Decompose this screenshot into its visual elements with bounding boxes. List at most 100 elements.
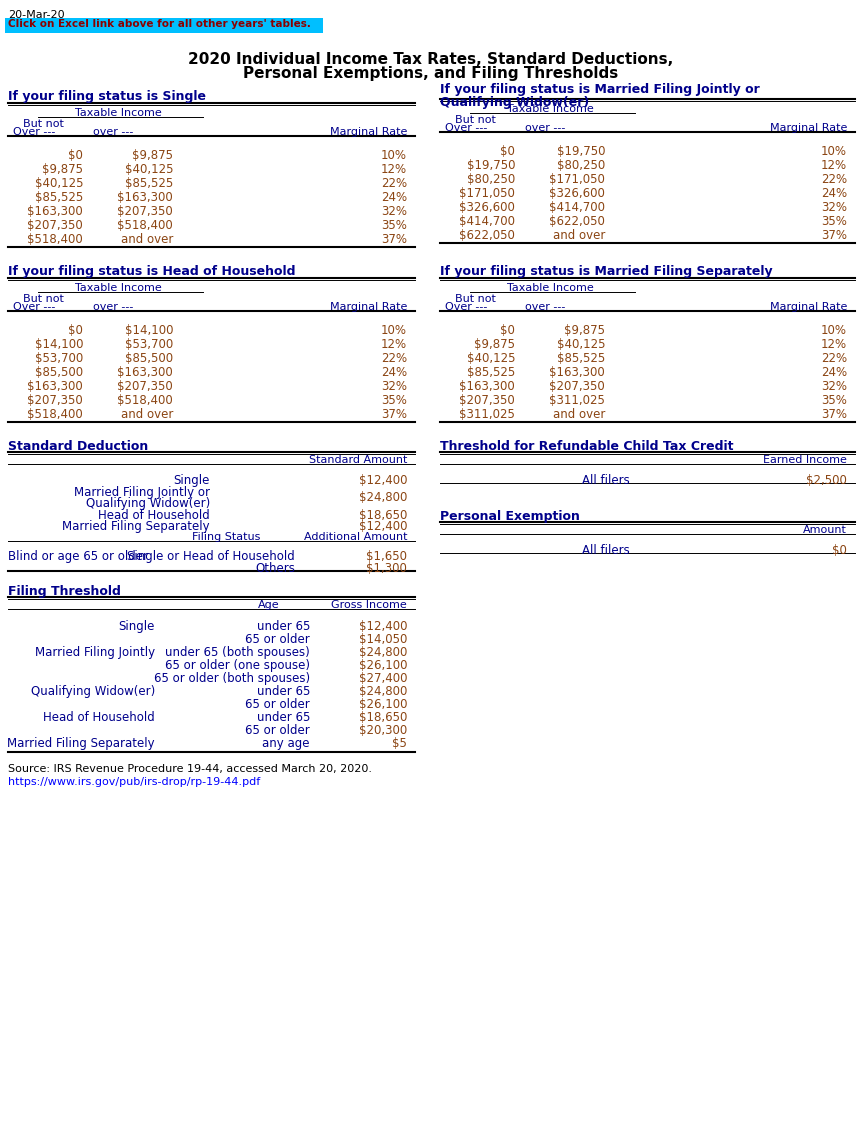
Text: Gross Income: Gross Income: [331, 600, 407, 610]
Text: $0: $0: [500, 145, 515, 158]
Text: Standard Deduction: Standard Deduction: [8, 440, 148, 453]
Text: Single or Head of Household: Single or Head of Household: [127, 550, 295, 563]
Text: 10%: 10%: [821, 324, 847, 338]
Text: $518,400: $518,400: [117, 394, 173, 408]
Text: 65 or older (one spouse): 65 or older (one spouse): [165, 659, 310, 672]
Text: $53,700: $53,700: [34, 352, 83, 365]
Text: and over: and over: [121, 408, 173, 421]
Text: any age: any age: [263, 737, 310, 750]
Text: Over ---: Over ---: [445, 123, 487, 133]
Text: 24%: 24%: [381, 191, 407, 204]
Text: If your filing status is Single: If your filing status is Single: [8, 90, 206, 103]
Text: Personal Exemptions, and Filing Thresholds: Personal Exemptions, and Filing Threshol…: [243, 65, 618, 82]
Text: $207,350: $207,350: [117, 380, 173, 393]
Text: Taxable Income: Taxable Income: [75, 108, 161, 118]
Text: 12%: 12%: [821, 160, 847, 172]
Text: over ---: over ---: [93, 302, 133, 312]
Text: $518,400: $518,400: [28, 408, 83, 421]
Text: $0: $0: [68, 149, 83, 162]
Text: Marginal Rate: Marginal Rate: [770, 302, 847, 312]
Text: 12%: 12%: [381, 338, 407, 351]
Text: 37%: 37%: [821, 408, 847, 421]
Text: Amount: Amount: [803, 525, 847, 535]
Text: $622,050: $622,050: [549, 215, 605, 228]
Text: and over: and over: [553, 228, 605, 242]
Text: 35%: 35%: [821, 215, 847, 228]
Text: $26,100: $26,100: [358, 659, 407, 672]
Text: Married Filing Jointly: Married Filing Jointly: [35, 646, 155, 659]
Text: 22%: 22%: [381, 177, 407, 191]
Text: under 65: under 65: [257, 685, 310, 698]
Text: Single: Single: [119, 620, 155, 633]
Text: 37%: 37%: [381, 408, 407, 421]
Text: 10%: 10%: [381, 324, 407, 338]
Text: Qualifying Widow(er): Qualifying Widow(er): [86, 497, 210, 510]
Text: $40,125: $40,125: [467, 352, 515, 365]
Text: $24,800: $24,800: [359, 491, 407, 504]
Text: and over: and over: [553, 408, 605, 421]
Text: Married Filing Jointly or: Married Filing Jointly or: [74, 486, 210, 499]
Text: $85,525: $85,525: [125, 177, 173, 191]
Text: $311,025: $311,025: [549, 394, 605, 408]
Text: $85,525: $85,525: [34, 191, 83, 204]
Text: $163,300: $163,300: [28, 380, 83, 393]
Text: $1,650: $1,650: [366, 550, 407, 563]
Text: 35%: 35%: [381, 219, 407, 232]
Text: under 65: under 65: [257, 620, 310, 633]
Text: 32%: 32%: [381, 380, 407, 393]
Text: $85,500: $85,500: [35, 366, 83, 379]
Text: Taxable Income: Taxable Income: [506, 104, 593, 114]
Text: Taxable Income: Taxable Income: [75, 284, 161, 293]
Text: $40,125: $40,125: [34, 177, 83, 191]
Text: $27,400: $27,400: [358, 672, 407, 685]
Text: Over ---: Over ---: [13, 127, 55, 137]
Text: 20-Mar-20: 20-Mar-20: [8, 10, 65, 20]
Text: $18,650: $18,650: [359, 711, 407, 724]
Text: 22%: 22%: [381, 352, 407, 365]
Text: Marginal Rate: Marginal Rate: [330, 302, 407, 312]
Text: $80,250: $80,250: [557, 160, 605, 172]
Text: over ---: over ---: [525, 123, 566, 133]
Text: 37%: 37%: [381, 233, 407, 246]
Text: over ---: over ---: [525, 302, 566, 312]
Text: $24,800: $24,800: [359, 646, 407, 659]
Text: Single: Single: [174, 474, 210, 487]
Text: $163,300: $163,300: [117, 191, 173, 204]
Text: $326,600: $326,600: [459, 201, 515, 214]
Text: $85,525: $85,525: [557, 352, 605, 365]
Text: Marginal Rate: Marginal Rate: [770, 123, 847, 133]
Text: and over: and over: [121, 233, 173, 246]
Text: $171,050: $171,050: [459, 187, 515, 200]
Text: $207,350: $207,350: [549, 380, 605, 393]
Text: over ---: over ---: [93, 127, 133, 137]
Text: But not: But not: [455, 115, 496, 125]
Text: $20,300: $20,300: [359, 724, 407, 737]
Text: $40,125: $40,125: [125, 163, 173, 176]
Text: $414,700: $414,700: [459, 215, 515, 228]
Text: Earned Income: Earned Income: [763, 455, 847, 465]
Text: $2,500: $2,500: [806, 474, 847, 487]
Text: Qualifying Widow(er): Qualifying Widow(er): [440, 96, 589, 109]
Text: Over ---: Over ---: [13, 302, 55, 312]
Text: $1,300: $1,300: [366, 563, 407, 575]
Text: $518,400: $518,400: [117, 219, 173, 232]
Text: Standard Amount: Standard Amount: [308, 455, 407, 465]
Text: 2020 Individual Income Tax Rates, Standard Deductions,: 2020 Individual Income Tax Rates, Standa…: [188, 52, 673, 67]
Text: $14,050: $14,050: [359, 633, 407, 646]
Text: under 65: under 65: [257, 711, 310, 724]
Text: 65 or older: 65 or older: [245, 633, 310, 646]
Text: 12%: 12%: [381, 163, 407, 176]
Text: 12%: 12%: [821, 338, 847, 351]
Text: 32%: 32%: [821, 201, 847, 214]
Text: Marginal Rate: Marginal Rate: [330, 127, 407, 137]
Text: 65 or older: 65 or older: [245, 724, 310, 737]
Text: 35%: 35%: [821, 394, 847, 408]
Text: $622,050: $622,050: [459, 228, 515, 242]
Text: $19,750: $19,750: [556, 145, 605, 158]
Text: $0: $0: [500, 324, 515, 338]
Text: $207,350: $207,350: [117, 205, 173, 218]
Text: 24%: 24%: [821, 366, 847, 379]
Text: If your filing status is Head of Household: If your filing status is Head of Househo…: [8, 265, 295, 278]
Text: $9,875: $9,875: [564, 324, 605, 338]
Text: $12,400: $12,400: [358, 520, 407, 533]
